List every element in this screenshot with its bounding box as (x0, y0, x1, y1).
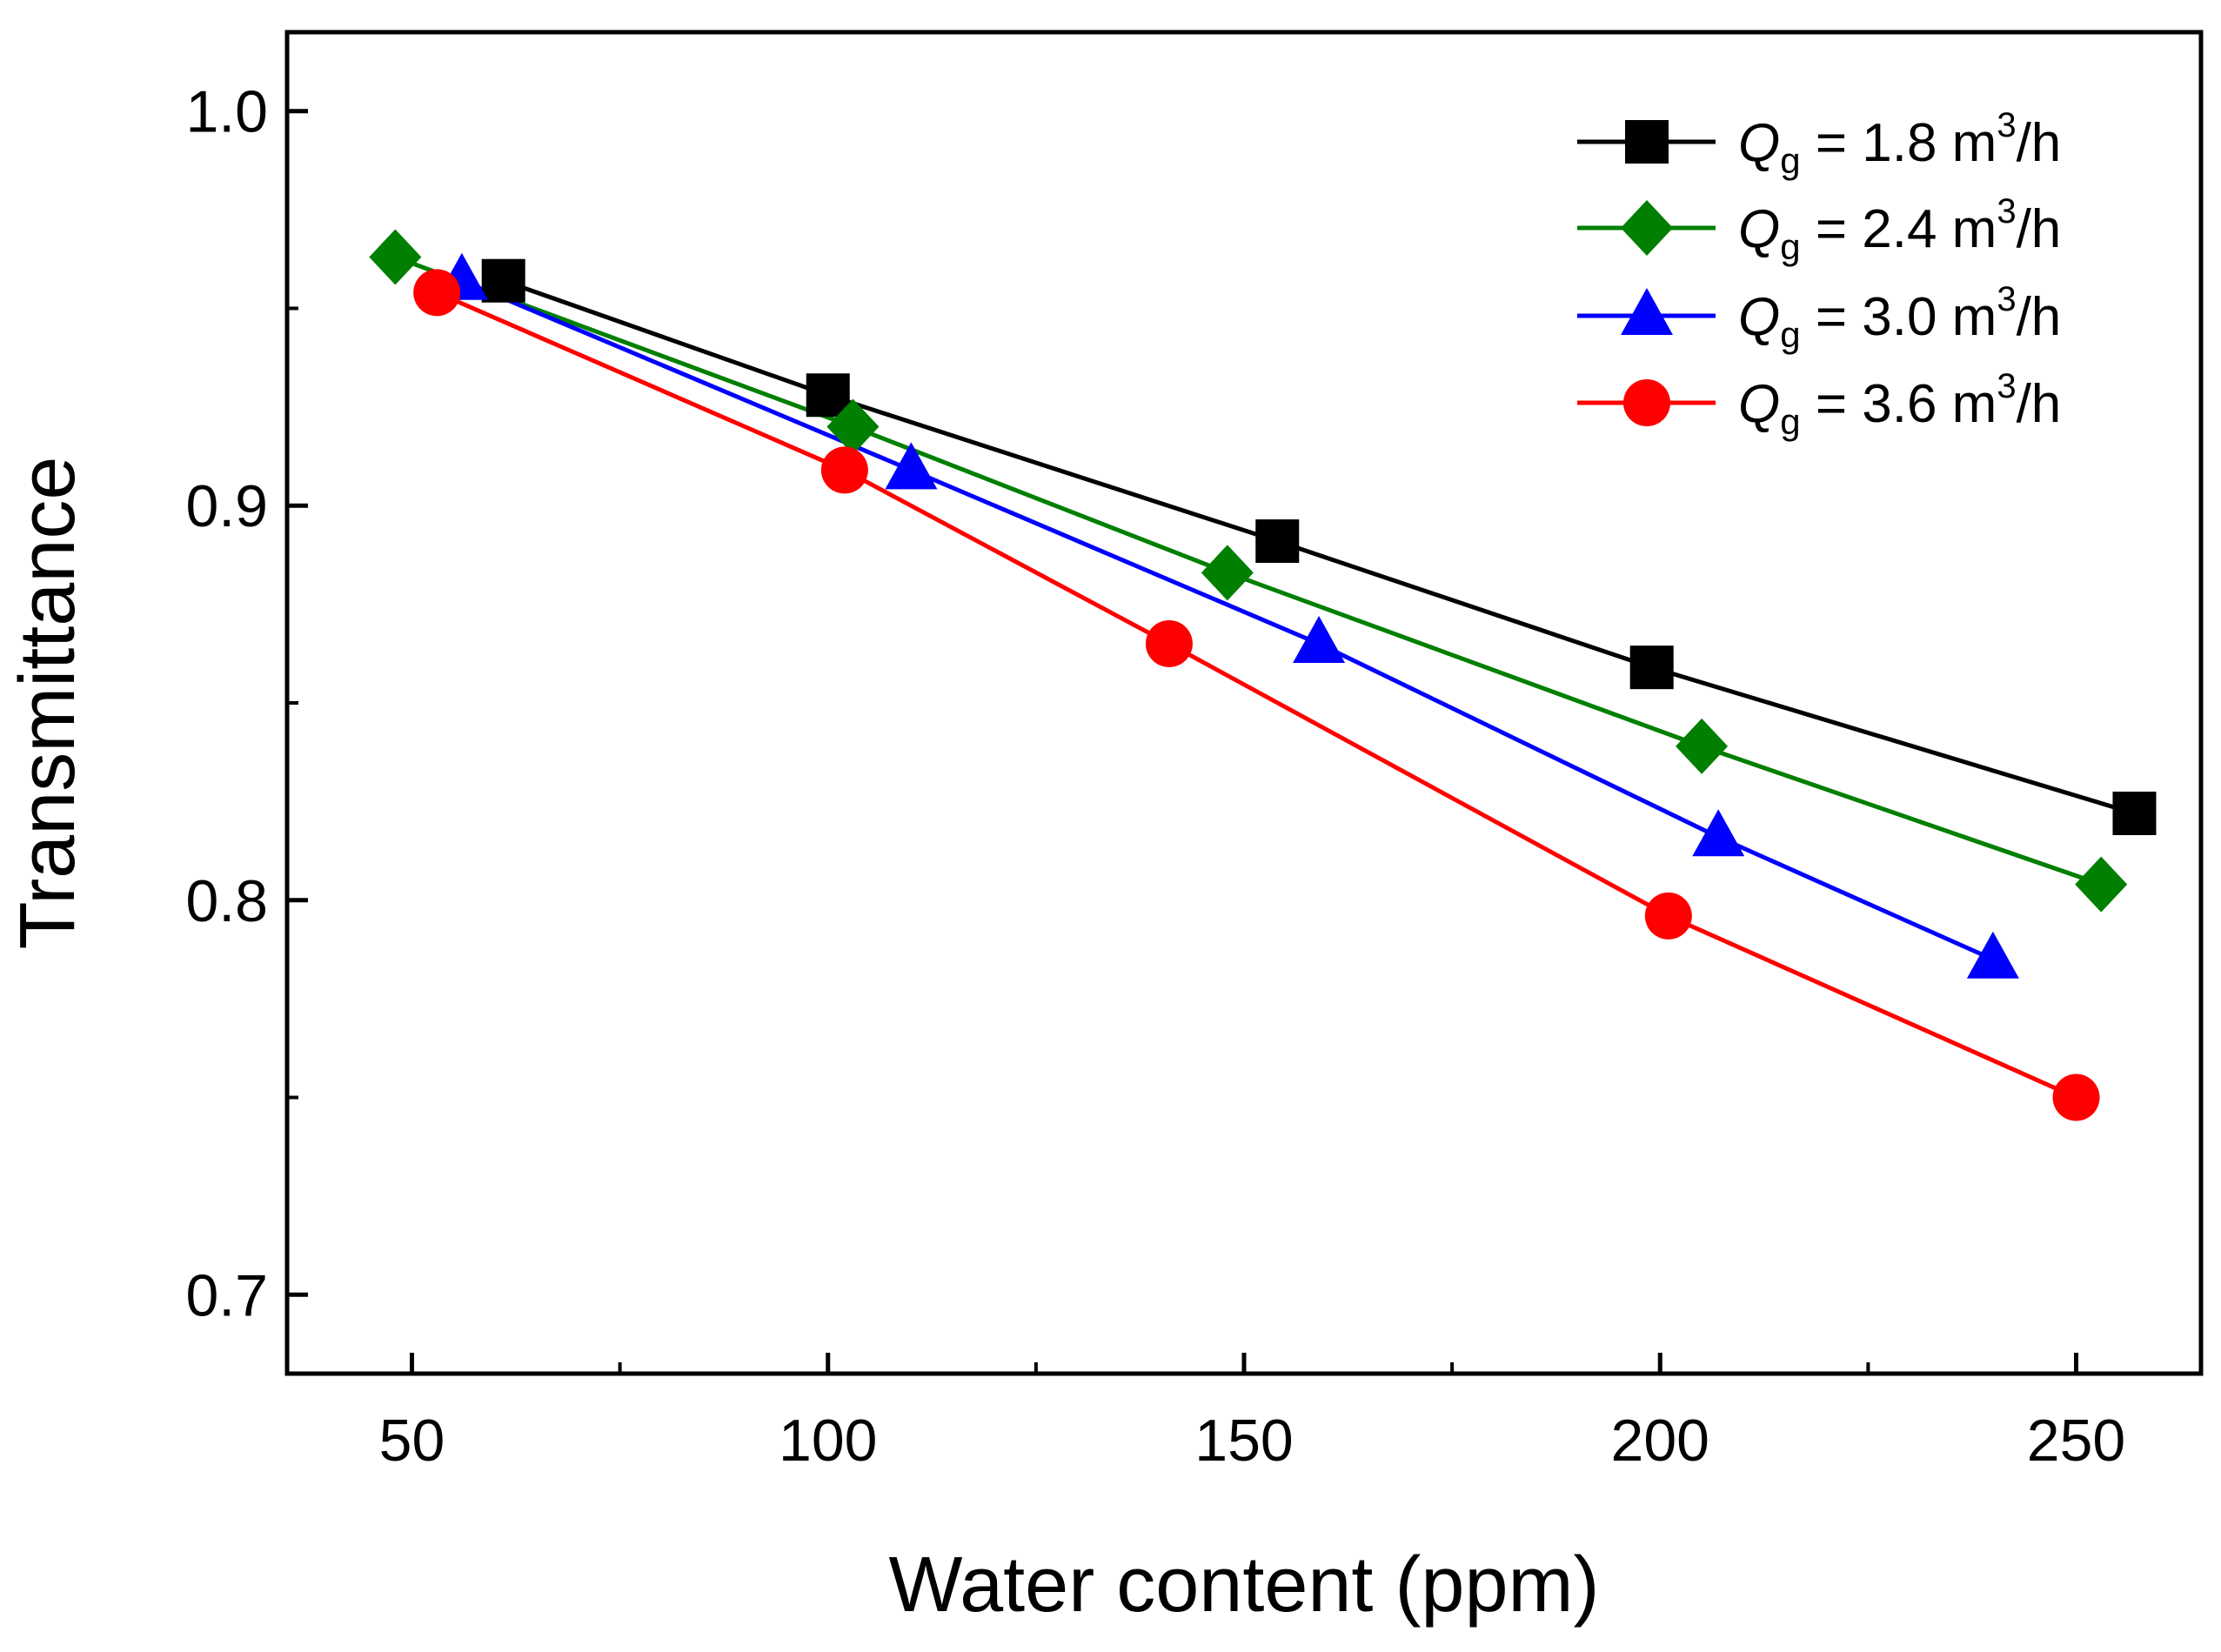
axis-tick-labels: 50 100 150 200 250 0.7 0.8 0.9 1.0 (185, 79, 2125, 1474)
legend-superscript: 3 (1997, 280, 2016, 318)
data-point-square (1255, 519, 1300, 564)
data-point-circle (1644, 892, 1692, 940)
legend-superscript: 3 (1997, 192, 2016, 231)
x-tick-label: 150 (1194, 1408, 1293, 1474)
x-tick-label: 200 (1611, 1408, 1709, 1474)
legend-value: = 1.8 m (1801, 113, 1997, 173)
data-point-square (1625, 120, 1669, 164)
y-tick-label: 0.7 (185, 1262, 268, 1328)
data-point-triangle (1293, 615, 1346, 663)
legend-subscript: g (1780, 140, 1800, 181)
legend: Qg = 1.8 m3/hQg = 2.4 m3/hQg = 3.0 m3/hQ… (1577, 106, 2061, 442)
legend-unit: /h (2017, 287, 2062, 347)
legend-superscript: 3 (1997, 367, 2016, 405)
legend-entry: Qg = 2.4 m3/h (1577, 192, 2061, 267)
series-markers (369, 229, 2157, 1121)
data-point-diamond (1621, 200, 1673, 256)
legend-superscript: 3 (1997, 106, 2016, 144)
y-tick-label: 1.0 (185, 79, 268, 145)
legend-value: = 2.4 m (1801, 199, 1997, 259)
legend-unit: /h (2017, 113, 2062, 173)
data-point-triangle (1692, 809, 1745, 857)
data-point-square (1629, 645, 1674, 690)
legend-unit: /h (2017, 374, 2062, 434)
data-point-square (806, 373, 850, 418)
data-point-circle (1623, 379, 1670, 426)
axis-ticks (287, 109, 2079, 1374)
legend-label: Qg = 1.8 m3/h (1738, 106, 2061, 181)
x-tick-label: 250 (2027, 1408, 2125, 1474)
legend-label: Qg = 3.0 m3/h (1738, 280, 2061, 355)
data-point-diamond (1676, 718, 1729, 774)
legend-entry: Qg = 3.6 m3/h (1577, 367, 2061, 442)
x-axis-title: Water content (ppm) (889, 1542, 1600, 1629)
data-point-diamond (2075, 856, 2128, 913)
data-point-diamond (369, 229, 422, 285)
data-point-circle (1145, 619, 1193, 667)
legend-value: = 3.6 m (1801, 374, 1997, 434)
legend-entry: Qg = 3.0 m3/h (1577, 280, 2061, 355)
data-point-triangle (1966, 931, 2019, 979)
x-tick-label: 50 (379, 1408, 445, 1474)
legend-entry: Qg = 1.8 m3/h (1577, 106, 2061, 181)
legend-subscript: g (1780, 401, 1800, 442)
series-line (502, 278, 2136, 816)
data-point-square (2112, 791, 2157, 835)
data-point-triangle (1621, 288, 1673, 335)
data-point-circle (2052, 1073, 2100, 1121)
legend-symbol: Q (1738, 199, 1780, 259)
legend-label: Qg = 2.4 m3/h (1738, 192, 2061, 267)
y-tick-label: 0.9 (185, 473, 268, 539)
legend-symbol: Q (1738, 374, 1780, 434)
legend-subscript: g (1780, 314, 1800, 355)
data-point-triangle (885, 442, 938, 490)
legend-symbol: Q (1738, 287, 1780, 347)
data-point-circle (413, 269, 461, 317)
legend-symbol: Q (1738, 113, 1780, 173)
legend-unit: /h (2017, 199, 2062, 259)
y-tick-label: 0.8 (185, 868, 268, 934)
data-point-square (481, 258, 525, 303)
legend-value: = 3.0 m (1801, 287, 1997, 347)
legend-label: Qg = 3.6 m3/h (1738, 367, 2061, 442)
legend-subscript: g (1780, 226, 1800, 267)
data-point-diamond (1201, 545, 1254, 601)
data-point-diamond (826, 398, 880, 455)
x-tick-label: 100 (779, 1408, 877, 1474)
y-axis-title: Transmittance (4, 457, 91, 950)
data-point-circle (820, 446, 868, 494)
